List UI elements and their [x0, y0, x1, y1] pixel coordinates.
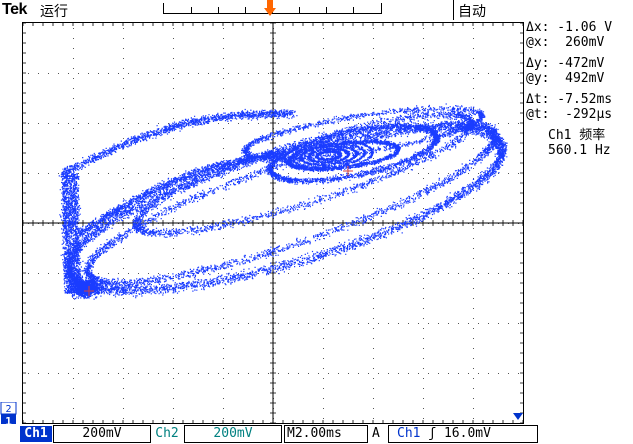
trigger-prefix: A — [372, 426, 380, 441]
trigger-mode-label: 自动 — [458, 4, 486, 20]
timebase-value: 2.00ms — [294, 426, 342, 441]
channel-marker-label: 1 — [5, 415, 12, 428]
graticule-ticks — [23, 23, 523, 423]
waveform-display[interactable] — [22, 22, 524, 424]
ch1-label[interactable]: Ch1 — [20, 426, 52, 442]
trigger-slope-icon: ʃ — [428, 426, 437, 441]
trigger-level: 16.0mV — [443, 426, 491, 441]
delta-x-readout: Δx: -1.06 V — [526, 20, 613, 35]
cursor-readout-panel: Δx: -1.06 V @x: 260mV Δy: -472mV @y: 492… — [526, 20, 633, 158]
frequency-value: 560.1 Hz — [548, 143, 611, 158]
cursor-a-marker — [343, 166, 353, 176]
trigger-position-icon — [264, 0, 276, 16]
trigger-level-arrow-icon — [513, 413, 523, 420]
trigger-source: Ch1 — [397, 426, 421, 441]
xy-plot — [23, 23, 523, 423]
frequency-title: Ch1 频率 — [548, 128, 606, 143]
ch2-label[interactable]: Ch2 — [155, 426, 179, 441]
at-t-readout: @t: -292µs — [526, 107, 613, 122]
at-y-readout: @y: 492mV — [526, 71, 605, 86]
brand-logo: Tek — [2, 1, 27, 18]
bottom-status-bar: Ch1 200mV Ch2 200mV M2.00ms A Ch1 ʃ 16.0… — [0, 424, 633, 444]
trigger-readout[interactable]: Ch1 ʃ 16.0mV — [388, 425, 538, 443]
cursor-b-marker — [84, 286, 94, 296]
at-x-readout: @x: 260mV — [526, 35, 605, 50]
timebase-readout[interactable]: M2.00ms — [284, 425, 368, 443]
top-status-bar: Tek 运行 自动 — [0, 0, 633, 20]
header-divider — [453, 0, 454, 20]
xy-trace — [58, 103, 508, 300]
delta-t-readout: Δt: -7.52ms — [526, 92, 613, 107]
channel-marker-top-label: 2 — [5, 404, 11, 415]
timebase-prefix: M — [287, 426, 295, 441]
ch2-scale[interactable]: 200mV — [184, 425, 282, 443]
run-state-label: 运行 — [40, 4, 68, 20]
ch1-scale[interactable]: 200mV — [53, 425, 151, 443]
delta-y-readout: Δy: -472mV — [526, 56, 605, 71]
